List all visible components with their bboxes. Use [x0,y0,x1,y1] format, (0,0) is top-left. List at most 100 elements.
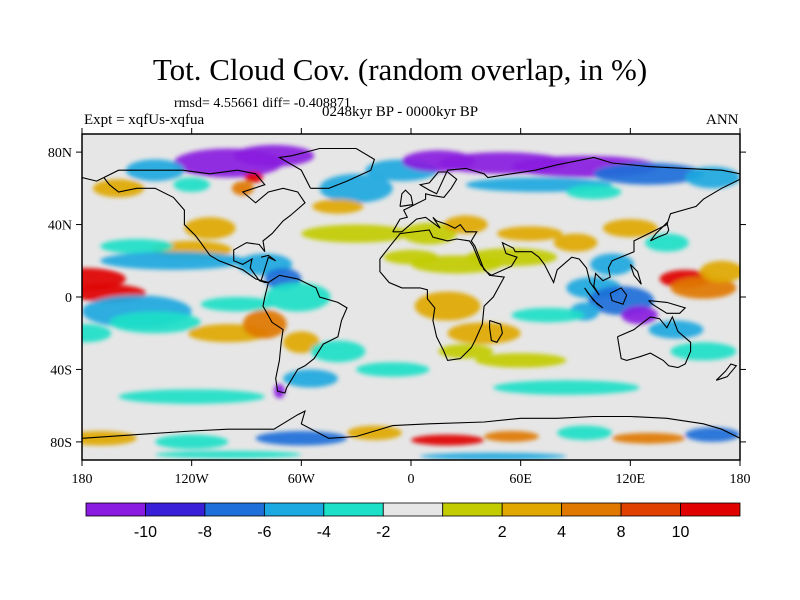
lon-tick-label: 60W [288,472,316,487]
anomaly-region [496,226,563,241]
anomaly-region [670,342,737,361]
lon-tick-label: 180 [72,472,93,487]
colorbar-swatch [620,502,681,517]
coastline-segment [262,274,348,394]
coastline-segment [584,287,604,309]
season-label: ANN [706,112,739,128]
anomaly-region [474,353,567,368]
anomaly-region [231,181,254,196]
lon-tick-label: 180 [730,472,751,487]
coastline-segment [629,264,642,285]
anomaly-region [155,434,229,450]
anomaly-region [411,434,485,446]
anomaly-region [264,282,331,312]
coastline-segment [82,410,740,439]
anomaly-region [612,432,686,444]
lon-tick-label: 120E [616,472,646,487]
map-title: Tot. Cloud Cov. (random overlap, in %) [152,52,648,87]
anomaly-region [301,224,411,243]
coastline-segment [379,229,506,362]
anomaly-region [92,179,145,198]
anomaly-region [200,297,274,312]
anomaly-region [590,253,634,276]
colorbar: -10 -8 -6 -4 -2 2 4 8 10 [85,502,741,541]
colorbar-swatch [501,502,563,517]
coastline-segment [399,189,414,207]
coastlines [82,147,740,439]
colorbar-label: -6 [257,524,271,541]
coastline-segment [489,319,503,343]
anomaly-region [283,331,320,354]
colorbar-label: 10 [672,524,690,541]
anomaly-region [283,369,338,388]
colorbar-label: -4 [317,524,331,541]
coastline-segment [648,300,687,314]
colorbar-label: -2 [376,524,390,541]
colorbar-swatch [204,502,265,517]
colorbar-swatch [263,502,325,517]
coastline-segment [277,147,376,189]
colorbar-swatch [680,502,741,517]
lat-tick-label: 40N [48,219,72,234]
coastline-segment [392,156,740,233]
anomaly-region [242,309,287,339]
lon-tick-label: 60E [509,472,532,487]
lat-tick-label: 80S [50,436,72,451]
axis-ticks: 80N 40N 0 40S 80S 180 120W 60W 0 60E 120E 180 [48,128,751,487]
coastline-segment [609,287,628,305]
anomaly-region [244,172,263,183]
anomaly-region [82,324,112,343]
anomaly-region [553,233,598,252]
anomaly-region [648,320,704,339]
coastline-segment [260,254,277,281]
lat-tick-label: 0 [65,291,72,306]
colorbar-label: 2 [498,524,507,541]
colorbar-swatch [145,502,206,517]
lat-tick-label: 80N [48,146,72,161]
anomaly-region [233,144,315,167]
anomaly-region [438,344,494,359]
anomaly-region [511,307,585,323]
anomaly-region [685,166,740,189]
anomaly-region [100,239,174,254]
coastline-segment [616,315,692,369]
anomaly-region [82,268,126,290]
coastline-segment [82,176,105,182]
anomaly-region [312,199,364,214]
colorbar-swatch [382,502,444,517]
anomaly-region [82,431,137,446]
anomaly-region [414,291,481,321]
lon-tick-label: 120W [175,472,210,487]
anomaly-region [699,260,740,283]
anomaly-region [602,219,658,238]
period-label: 0248kyr BP - 0000kyr BP [322,104,479,120]
colorbar-label: -8 [198,524,212,541]
anomaly-region [255,431,348,446]
anomaly-region [173,177,210,192]
lat-tick-label: 40S [50,363,72,378]
anomaly-region [356,362,430,377]
stats-label: rmsd= 4.55661 diff= -0.408871 [174,96,351,111]
anomaly-region [319,173,393,203]
anomaly-region [644,233,689,252]
anomaly-region [100,251,247,270]
anomaly-field [82,144,740,460]
anomaly-region [670,277,737,299]
anomaly-region [447,322,521,345]
coastline-segment [103,169,306,284]
anomaly-region [184,217,236,240]
anomaly-region [621,306,658,325]
anomaly-region [420,452,567,460]
anomaly-region [109,311,201,334]
anomaly-region [465,248,558,267]
colorbar-label: 4 [557,524,566,541]
anomaly-region [155,450,302,459]
anomaly-region [566,184,622,200]
colorbar-swatch [323,502,384,517]
colorbar-swatch [442,502,503,517]
anomaly-region [557,425,613,441]
anomaly-region [493,380,640,395]
coastline-segment [649,221,670,242]
coastline-segment [392,178,740,296]
